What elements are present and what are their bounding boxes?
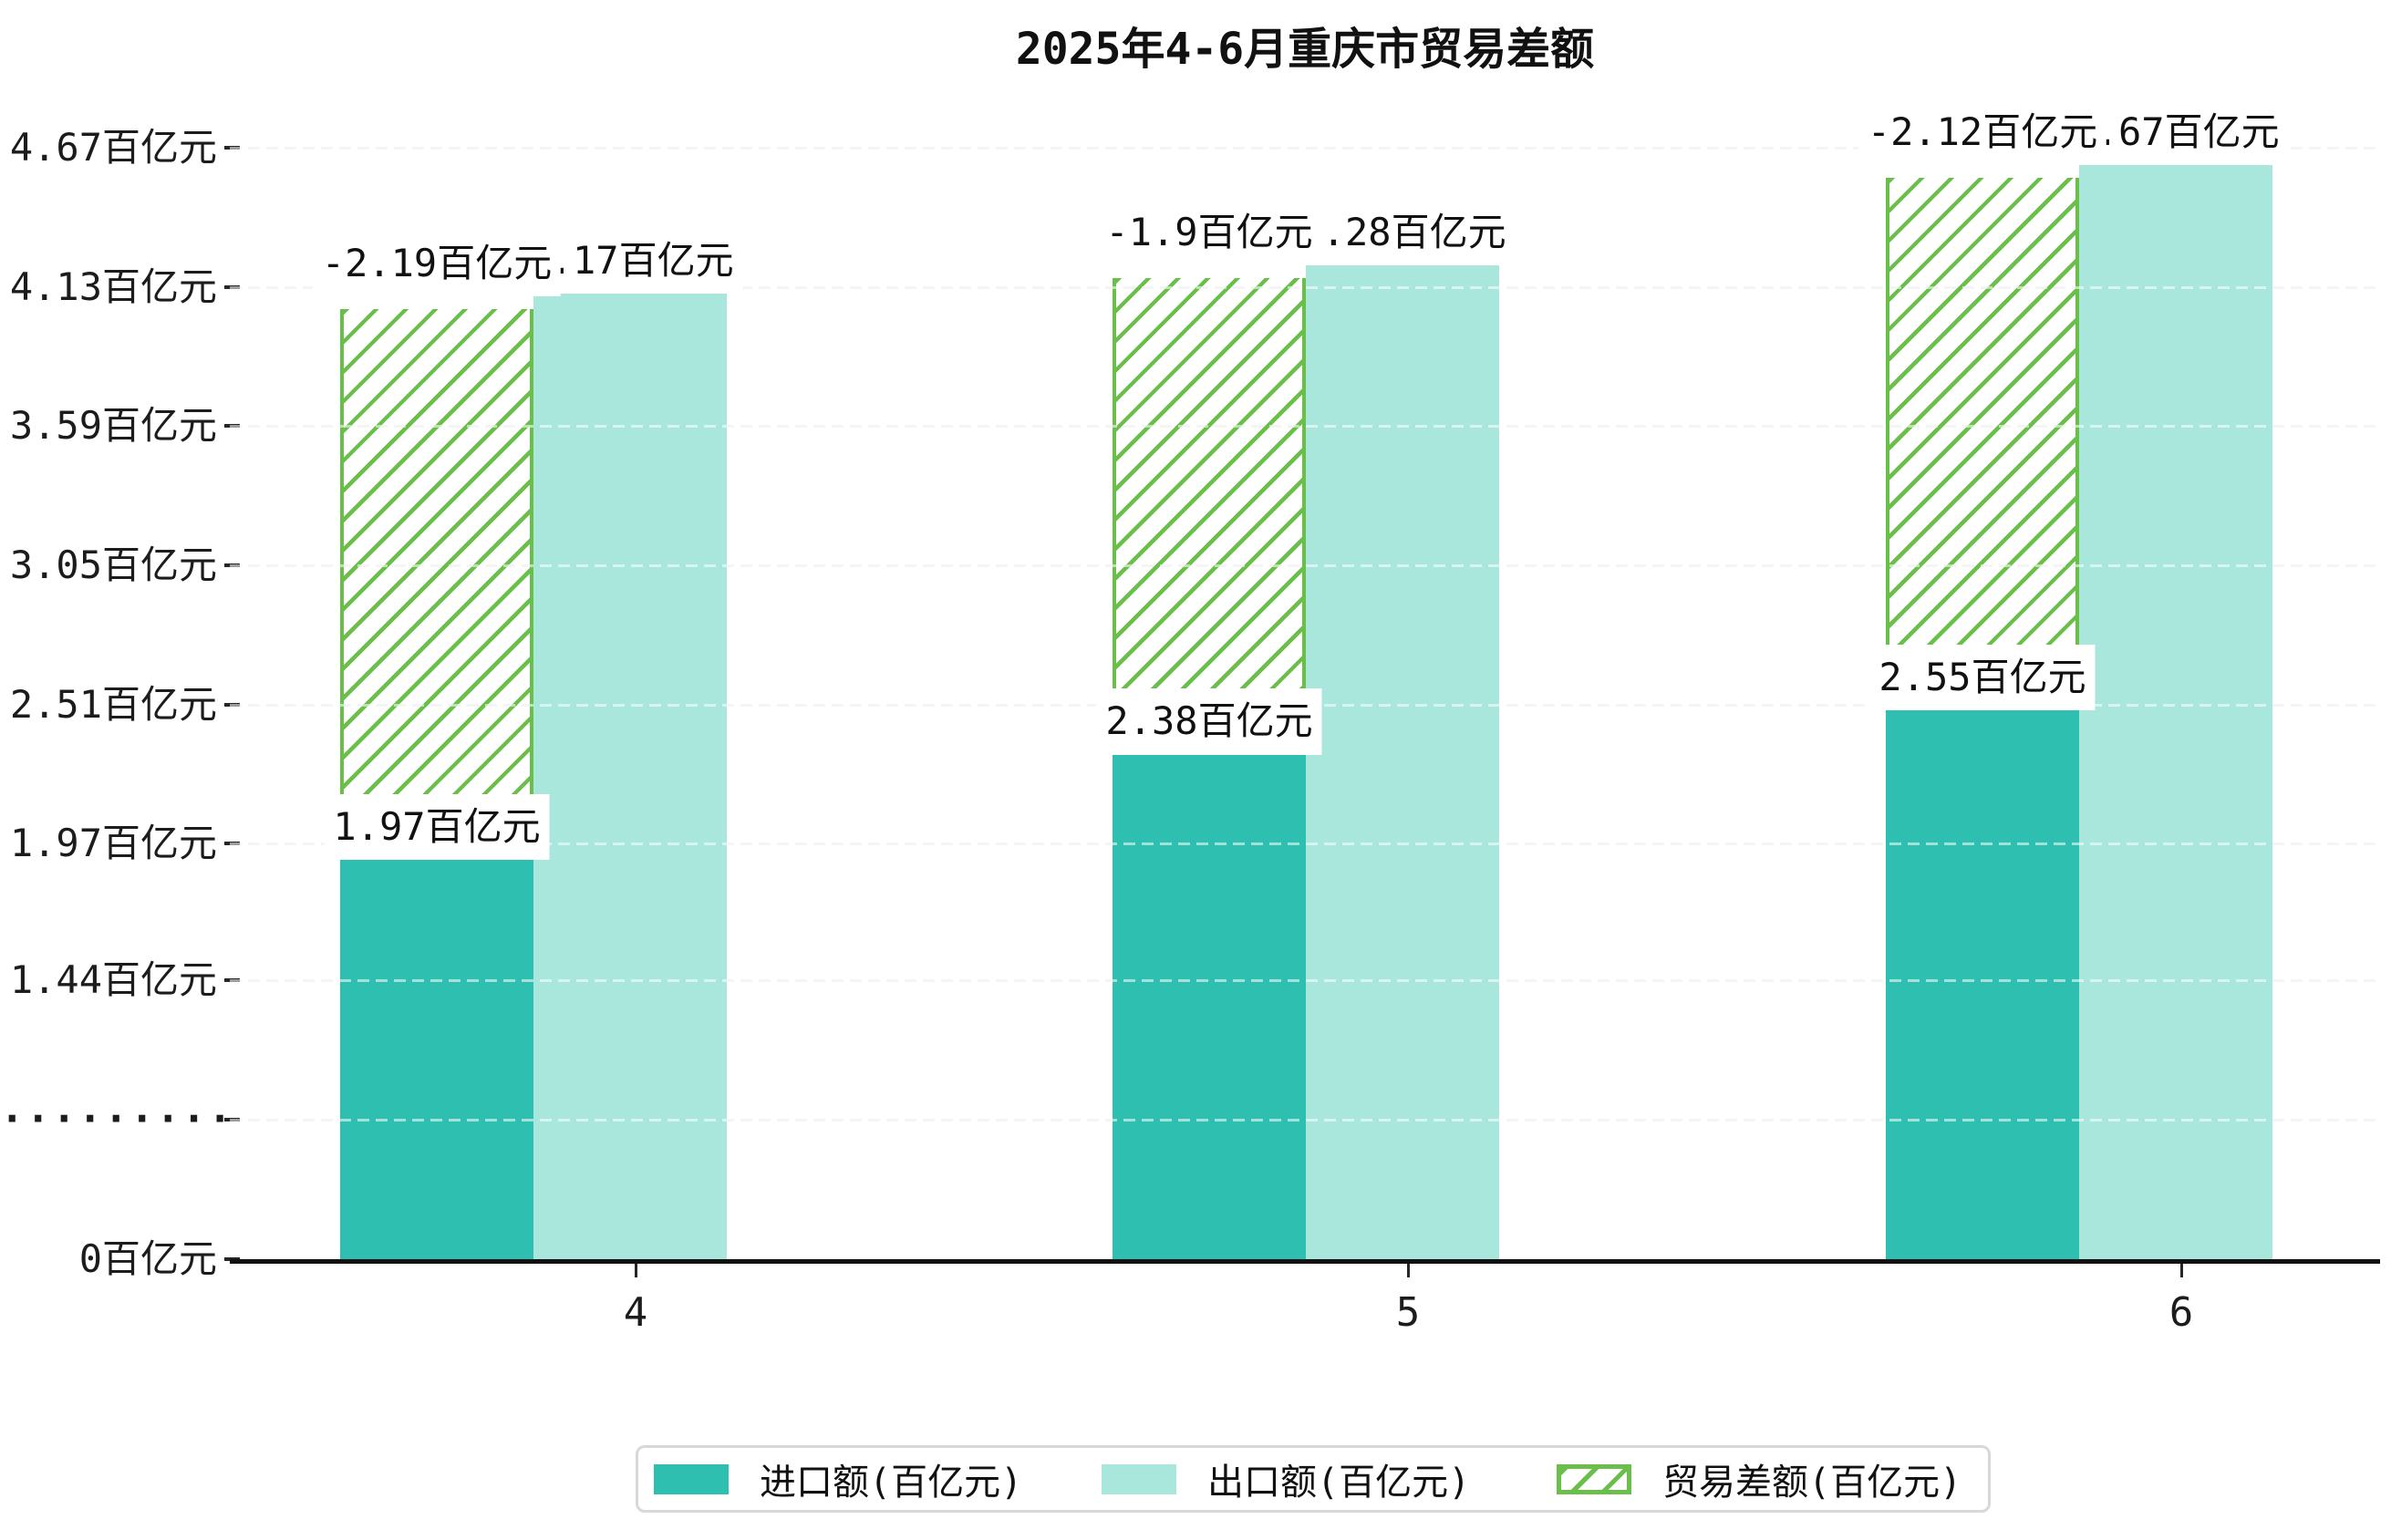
import-value-label-month-4: 1.97百亿元 xyxy=(324,794,550,861)
trade-balance-value-label-month-6: -2.12百亿元 xyxy=(1858,98,2107,165)
x-tick-label: 4 xyxy=(623,1289,648,1336)
legend-item-import: 进口额(百亿元) xyxy=(654,1448,1022,1510)
legend-item-export: 出口额(百亿元) xyxy=(1102,1448,1470,1510)
trade-balance-hatch-swatch-icon xyxy=(1557,1463,1631,1494)
import-bar-month-5 xyxy=(1113,753,1306,1259)
chart-title: 2025年4-6月重庆市贸易差额 xyxy=(1015,24,1595,75)
y-tick-label: 3.05百亿元 xyxy=(9,543,217,588)
y-tick-label: 2.51百亿元 xyxy=(9,681,217,727)
x-tick-mark xyxy=(635,1264,637,1277)
gridline-overlay xyxy=(230,425,2380,429)
legend-label-trade-balance: 贸易差额(百亿元) xyxy=(1662,1462,1962,1504)
export-swatch-icon xyxy=(1102,1463,1176,1494)
y-tick-label: 4.13百亿元 xyxy=(9,264,217,309)
trade-balance-value-label-month-4: -2.19百亿元 xyxy=(312,230,562,297)
trade-balance-bar-month-5 xyxy=(1113,278,1306,754)
y-tick-label: 1.97百亿元 xyxy=(9,821,217,866)
import-value-label-month-6: 2.55百亿元 xyxy=(1869,645,2096,711)
gridline-overlay xyxy=(230,979,2380,983)
export-bar-month-6 xyxy=(2079,162,2272,1259)
legend: 进口额(百亿元) 出口额(百亿元) 贸易差额(百亿元) xyxy=(636,1445,1991,1513)
import-bar-month-4 xyxy=(340,859,533,1259)
y-tick-label: 0百亿元 xyxy=(78,1236,217,1281)
x-tick-mark xyxy=(2180,1264,2183,1277)
trade-balance-bar-month-4 xyxy=(340,309,533,860)
x-tick-label: 6 xyxy=(2168,1289,2194,1336)
export-value-label-month-5: 4.28百亿元 xyxy=(1289,199,1516,266)
x-tick-label: 5 xyxy=(1395,1289,1421,1336)
export-bar-month-5 xyxy=(1306,264,1499,1259)
trade-balance-value-label-month-5: -1.9百亿元 xyxy=(1096,199,1322,266)
gridline-overlay xyxy=(230,285,2380,289)
legend-label-export: 出口额(百亿元) xyxy=(1207,1462,1471,1504)
import-bar-month-6 xyxy=(1886,709,2079,1259)
gridline-overlay xyxy=(230,842,2380,846)
gridline-overlay xyxy=(230,146,2380,150)
legend-label-import: 进口额(百亿元) xyxy=(760,1462,1023,1504)
y-tick-label: 1.44百亿元 xyxy=(9,957,217,1003)
x-axis-line xyxy=(230,1259,2380,1264)
y-tick-label: 3.59百亿元 xyxy=(9,403,217,449)
y-tick-label: 4.67百亿元 xyxy=(9,124,217,170)
import-value-label-month-5: 2.38百亿元 xyxy=(1096,688,1322,755)
trade-balance-bar-month-6 xyxy=(1886,177,2079,710)
legend-item-trade-balance: 贸易差额(百亿元) xyxy=(1557,1448,1961,1510)
gridline-overlay xyxy=(230,564,2380,568)
gridline-overlay xyxy=(230,1119,2380,1121)
y-axis-break-label: ········· xyxy=(0,1096,234,1142)
x-tick-mark xyxy=(1407,1264,1410,1277)
export-bar-month-4 xyxy=(533,292,727,1259)
import-swatch-icon xyxy=(654,1463,729,1494)
